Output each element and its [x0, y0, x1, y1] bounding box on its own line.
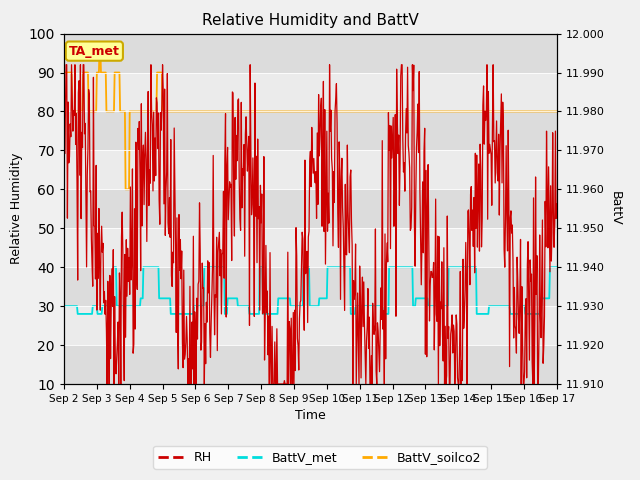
Text: TA_met: TA_met [69, 45, 120, 58]
Title: Relative Humidity and BattV: Relative Humidity and BattV [202, 13, 419, 28]
Bar [64, 345, 557, 384]
Bar [64, 306, 557, 345]
Bar [64, 189, 557, 228]
Y-axis label: Relative Humidity: Relative Humidity [10, 153, 23, 264]
Y-axis label: BattV: BattV [609, 192, 621, 226]
Bar [64, 111, 557, 150]
Legend: RH, BattV_met, BattV_soilco2: RH, BattV_met, BattV_soilco2 [154, 446, 486, 469]
Bar [64, 34, 557, 72]
X-axis label: Time: Time [295, 409, 326, 422]
Bar [64, 228, 557, 267]
Bar [64, 150, 557, 189]
Bar [64, 267, 557, 306]
Bar [64, 72, 557, 111]
